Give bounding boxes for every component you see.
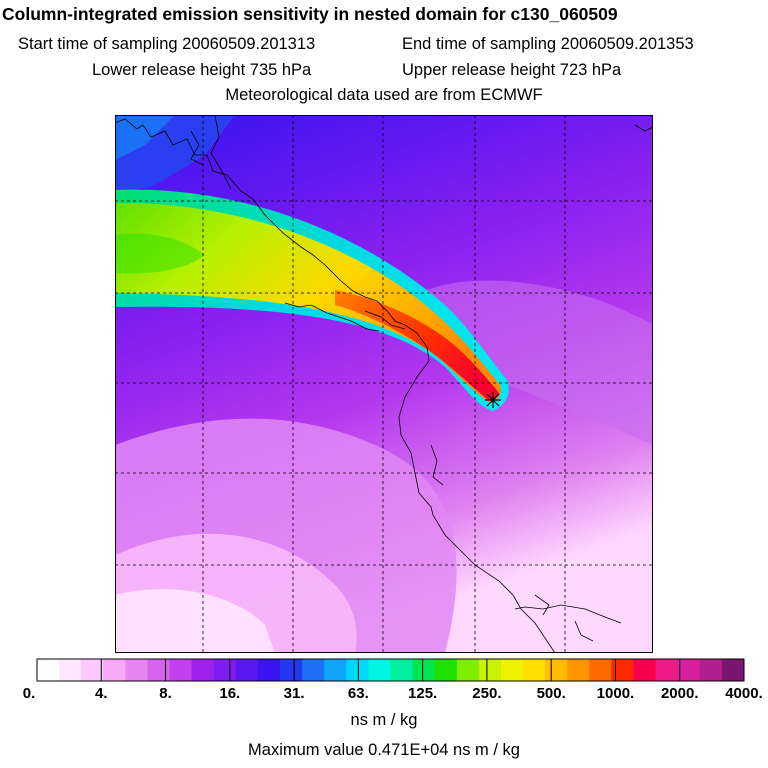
coastline — [115, 115, 653, 653]
plume-core — [335, 290, 499, 400]
legend-swatch — [611, 659, 635, 681]
legend-tick-label: 4000. — [725, 685, 763, 702]
legend-swatch — [147, 659, 171, 681]
lightest-region — [115, 589, 275, 653]
legend-swatch — [257, 659, 281, 681]
legend-tick-label: 2000. — [661, 685, 699, 702]
met-data-label: Meteorological data used are from ECMWF — [225, 86, 543, 104]
legend-tick-label: 0. — [23, 685, 36, 702]
legend-swatch — [567, 659, 590, 681]
legend-swatch — [191, 659, 215, 681]
legend-swatch — [412, 659, 436, 681]
sensitivity-map — [115, 115, 653, 653]
legend-swatch — [59, 659, 82, 681]
legend-swatch — [545, 659, 568, 681]
legend-swatch — [125, 659, 148, 681]
maximum-value-label: Maximum value 0.471E+04 ns m / kg — [248, 741, 520, 759]
start-time-label: Start time of sampling 20060509.201313 — [18, 35, 316, 53]
legend-tick-label: 16. — [219, 685, 240, 702]
legend-swatch — [655, 659, 679, 681]
cyan-corner-region — [115, 115, 175, 160]
legend-swatch — [235, 659, 259, 681]
legend-swatch — [390, 659, 414, 681]
legend-tick-label: 4. — [95, 685, 108, 702]
end-time-label: End time of sampling 20060509.201353 — [402, 35, 694, 53]
legend-tick-label: 500. — [537, 685, 566, 702]
legend-tick-label: 250. — [472, 685, 501, 702]
legend-tick-label: 8. — [159, 685, 172, 702]
legend-swatch — [677, 659, 701, 681]
legend-swatch — [169, 659, 193, 681]
lower-release-label: Lower release height 735 hPa — [92, 61, 312, 79]
legend-swatch — [721, 659, 745, 681]
map-frame — [115, 115, 653, 653]
legend-tick-label: 31. — [284, 685, 305, 702]
legend-swatch — [81, 659, 104, 681]
legend-tick-label: 1000. — [597, 685, 635, 702]
upper-release-label: Upper release height 723 hPa — [402, 61, 622, 79]
legend-swatch — [500, 659, 524, 681]
legend-swatch — [589, 659, 612, 681]
legend-swatch — [633, 659, 657, 681]
legend-swatch — [523, 659, 546, 681]
plume-green-patch — [115, 233, 205, 274]
legend-swatch — [346, 659, 369, 681]
color-legend: 0. 4. 8. 16. 31. 63. 125. 250. 500. 1000. 2000. 400… — [23, 658, 763, 702]
legend-swatch — [368, 659, 391, 681]
legend-labels: 0. 4. 8. 16. 31. 63. 125. 250. 500. 1000. 2000. 400… — [23, 685, 763, 702]
legend-tick-label: 63. — [348, 685, 369, 702]
legend-ticks — [36, 659, 745, 681]
release-point-marker — [485, 392, 501, 408]
legend-swatch — [699, 659, 723, 681]
legend-swatches — [37, 659, 745, 681]
legend-swatch — [37, 659, 60, 681]
legend-swatch — [280, 659, 303, 681]
legend-swatch — [478, 659, 502, 681]
legend-swatch — [434, 659, 458, 681]
legend-swatch — [302, 659, 325, 681]
legend-units: ns m / kg — [350, 711, 418, 729]
legend-swatch — [103, 659, 126, 681]
map-title: Column-integrated emission sensitivity i… — [2, 4, 618, 24]
legend-swatch — [324, 659, 347, 681]
legend-swatch — [213, 659, 237, 681]
pale-patch — [415, 280, 653, 445]
plume-middle — [115, 202, 501, 403]
legend-frame — [36, 658, 745, 682]
legend-swatch — [456, 659, 480, 681]
legend-tick-label: 125. — [408, 685, 437, 702]
